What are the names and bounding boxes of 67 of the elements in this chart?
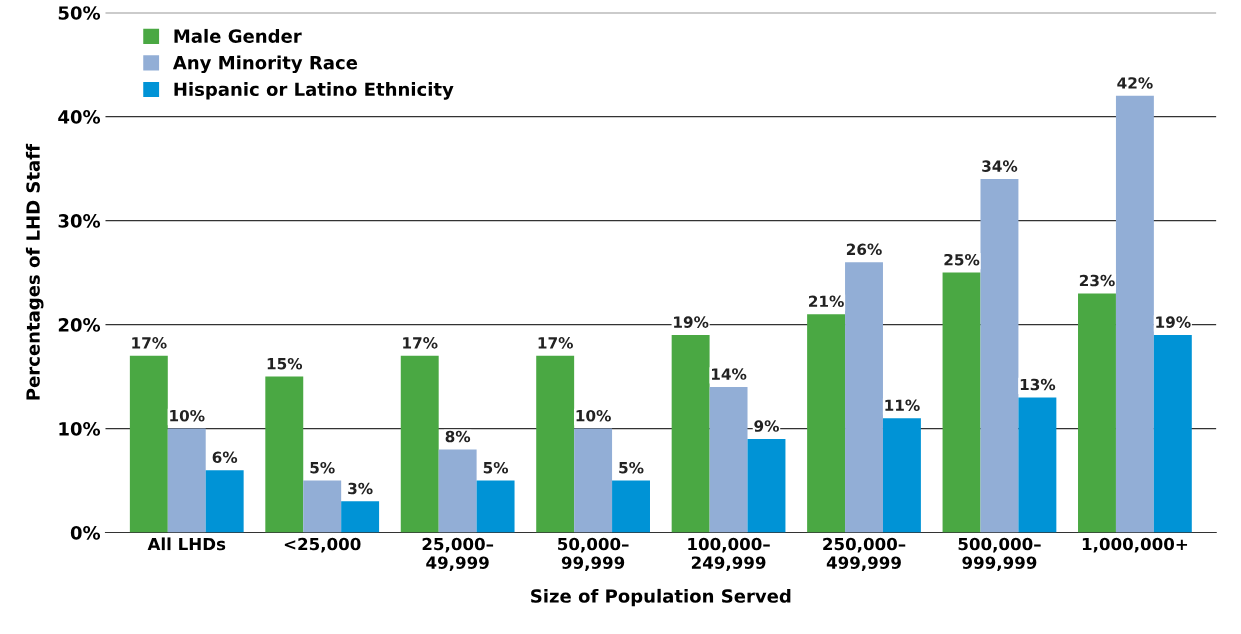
data-label: 19% bbox=[1156, 316, 1191, 328]
bar bbox=[942, 272, 981, 533]
y-axis-title: Percentages of LHD Staff bbox=[25, 143, 44, 400]
bar bbox=[612, 480, 650, 533]
y-tick-label: 40% bbox=[58, 110, 101, 124]
x-tick-label: 100,000– 249,999 bbox=[688, 537, 770, 572]
bar bbox=[671, 335, 710, 533]
bar bbox=[747, 438, 786, 533]
data-label: 17% bbox=[132, 337, 167, 349]
bar bbox=[1153, 335, 1192, 533]
legend-label: Male Gender bbox=[174, 28, 302, 43]
bar bbox=[1078, 293, 1116, 533]
bar bbox=[980, 179, 1019, 533]
bar bbox=[438, 449, 477, 533]
data-label: 19% bbox=[674, 316, 709, 328]
x-tick-label: 500,000– 999,999 bbox=[958, 537, 1041, 572]
bar bbox=[400, 355, 439, 533]
data-label: 9% bbox=[754, 420, 779, 432]
bar bbox=[536, 355, 575, 533]
bar bbox=[167, 428, 206, 533]
bar bbox=[1115, 95, 1154, 533]
x-tick-label: 1,000,000+ bbox=[1082, 537, 1188, 553]
data-label: 3% bbox=[348, 482, 373, 495]
bar bbox=[882, 418, 921, 533]
y-tick-label: 50% bbox=[58, 6, 101, 20]
data-label: 21% bbox=[809, 295, 844, 308]
x-tick-label: All LHDs bbox=[147, 537, 226, 551]
bar bbox=[303, 480, 342, 533]
bar bbox=[845, 262, 883, 533]
legend-label: Hispanic or Latino Ethnicity bbox=[174, 82, 454, 100]
data-label: 17% bbox=[403, 337, 438, 349]
x-tick-label: <25,000 bbox=[284, 537, 361, 553]
bar bbox=[476, 480, 515, 533]
legend-label: Any Minority Race bbox=[172, 55, 358, 74]
x-axis-title: Size of Population Served bbox=[531, 588, 791, 607]
bar bbox=[574, 428, 613, 533]
data-label: 15% bbox=[267, 357, 303, 370]
data-label: 42% bbox=[1117, 77, 1153, 89]
data-label: 17% bbox=[538, 337, 573, 349]
data-label: 8% bbox=[445, 430, 471, 443]
x-tick-label: 50,000– 99,999 bbox=[558, 537, 629, 572]
data-label: 25% bbox=[944, 253, 980, 266]
data-label: 5% bbox=[483, 461, 509, 474]
data-label: 14% bbox=[712, 368, 747, 380]
bar bbox=[1018, 397, 1057, 533]
x-tick-label: 25,000– 49,999 bbox=[422, 537, 494, 572]
x-tick-label: 250,000– 499,999 bbox=[823, 537, 906, 572]
bar bbox=[709, 386, 748, 533]
bar bbox=[205, 470, 244, 533]
bar bbox=[807, 314, 846, 533]
y-tick-label: 30% bbox=[58, 214, 101, 228]
data-label: 5% bbox=[619, 461, 644, 474]
y-tick-label: 20% bbox=[58, 318, 101, 332]
data-label: 11% bbox=[885, 399, 920, 412]
bar bbox=[265, 376, 304, 533]
y-tick-label: 0% bbox=[70, 526, 101, 540]
data-label: 6% bbox=[212, 451, 238, 464]
bar bbox=[341, 501, 380, 533]
y-tick-label: 10% bbox=[59, 422, 101, 436]
data-label: 10% bbox=[576, 409, 611, 422]
data-label: 23% bbox=[1079, 274, 1115, 287]
data-label: 34% bbox=[982, 160, 1018, 172]
data-label: 13% bbox=[1020, 378, 1056, 391]
bar bbox=[129, 355, 168, 533]
data-label: 10% bbox=[170, 409, 205, 422]
data-label: 26% bbox=[846, 243, 882, 256]
data-label: 5% bbox=[310, 461, 335, 474]
